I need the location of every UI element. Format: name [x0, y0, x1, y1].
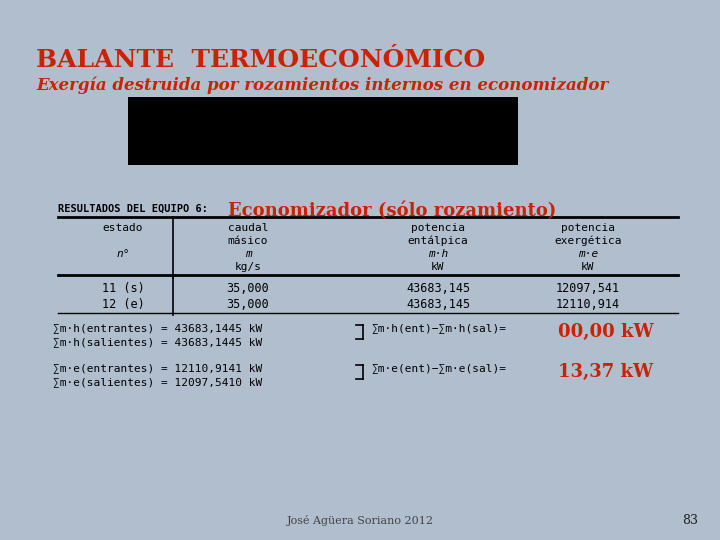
Text: potencia: potencia [561, 223, 615, 233]
Text: másico: másico [228, 236, 269, 246]
Text: 00,00 kW: 00,00 kW [558, 323, 654, 341]
Text: m·e: m·e [578, 249, 598, 259]
Text: Exergía destruida por rozamientos internos en economizador: Exergía destruida por rozamientos intern… [36, 76, 608, 93]
Text: 43683,145: 43683,145 [406, 282, 470, 295]
Text: ∑m·h(salientes) = 43683,1445 kW: ∑m·h(salientes) = 43683,1445 kW [53, 338, 262, 348]
Text: 12 (e): 12 (e) [102, 298, 145, 311]
Text: entálpica: entálpica [408, 236, 469, 246]
Text: RESULTADOS DEL EQUIPO 6:: RESULTADOS DEL EQUIPO 6: [58, 204, 208, 214]
Text: 11 (s): 11 (s) [102, 282, 145, 295]
Text: ∑m·e(entrantes) = 12110,9141 kW: ∑m·e(entrantes) = 12110,9141 kW [53, 364, 262, 374]
Text: BALANTE  TERMOECONÓMICO: BALANTE TERMOECONÓMICO [36, 48, 485, 72]
Text: exergética: exergética [554, 236, 622, 246]
Text: 43683,145: 43683,145 [406, 298, 470, 311]
Text: estado: estado [103, 223, 143, 233]
Text: ∑m·e(ent)−∑m·e(sal)=: ∑m·e(ent)−∑m·e(sal)= [371, 364, 506, 374]
Text: n°: n° [116, 249, 130, 259]
Bar [128, 97, 518, 165]
Text: 12097,541: 12097,541 [556, 282, 620, 295]
Text: m: m [245, 249, 251, 259]
Text: ∑m·h(entrantes) = 43683,1445 kW: ∑m·h(entrantes) = 43683,1445 kW [53, 324, 262, 334]
Text: 13,37 kW: 13,37 kW [558, 363, 653, 381]
Text: ∑m·e(salientes) = 12097,5410 kW: ∑m·e(salientes) = 12097,5410 kW [53, 378, 262, 388]
Text: 35,000: 35,000 [227, 282, 269, 295]
Text: ∑m·h(ent)−∑m·h(sal)=: ∑m·h(ent)−∑m·h(sal)= [371, 324, 506, 334]
Text: José Agüera Soriano 2012: José Agüera Soriano 2012 [287, 516, 433, 526]
Text: caudal: caudal [228, 223, 269, 233]
Text: kW: kW [431, 262, 445, 272]
Text: 12110,914: 12110,914 [556, 298, 620, 311]
Text: potencia: potencia [411, 223, 465, 233]
Text: 83: 83 [683, 514, 698, 526]
Text: kg/s: kg/s [235, 262, 261, 272]
Text: m·h: m·h [428, 249, 448, 259]
Text: kW: kW [581, 262, 595, 272]
Text: 35,000: 35,000 [227, 298, 269, 311]
Text: Economizador (sólo rozamiento): Economizador (sólo rozamiento) [228, 202, 557, 220]
